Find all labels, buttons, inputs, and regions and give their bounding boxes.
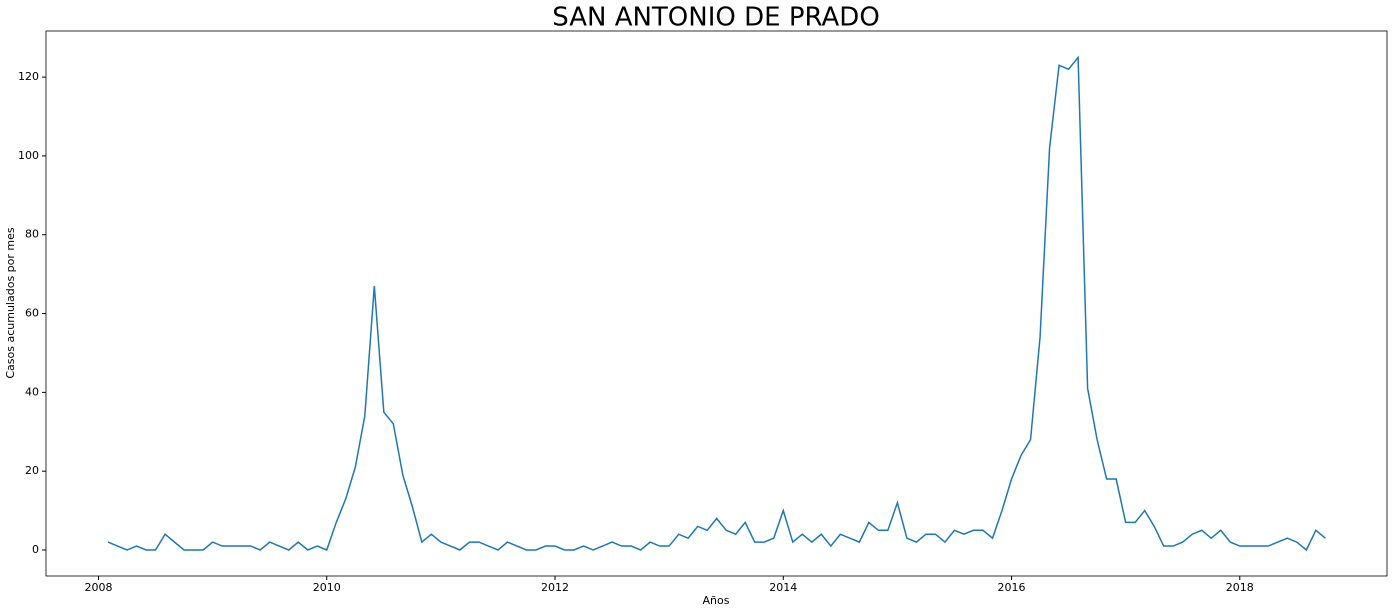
y-tick-label: 60 bbox=[25, 307, 39, 320]
y-tick-label: 20 bbox=[25, 464, 39, 477]
plot-frame bbox=[45, 30, 1388, 577]
y-tick-label: 0 bbox=[32, 543, 39, 556]
x-tick-label: 2016 bbox=[998, 581, 1026, 594]
y-tick-label: 80 bbox=[25, 228, 39, 241]
data-line bbox=[107, 55, 1326, 552]
y-tick-label: 120 bbox=[18, 70, 39, 83]
x-tick-label: 2012 bbox=[541, 581, 569, 594]
x-axis-label: Años bbox=[703, 594, 730, 607]
y-tick-label: 100 bbox=[18, 149, 39, 162]
x-tick-label: 2018 bbox=[1226, 581, 1254, 594]
x-tick-label: 2010 bbox=[313, 581, 341, 594]
chart-title: SAN ANTONIO DE PRADO bbox=[552, 3, 880, 33]
x-tick-label: 2014 bbox=[769, 581, 797, 594]
y-tick-label: 40 bbox=[25, 385, 39, 398]
y-axis-label: Casos acumulados por mes bbox=[4, 227, 17, 379]
x-tick-label: 2008 bbox=[84, 581, 112, 594]
